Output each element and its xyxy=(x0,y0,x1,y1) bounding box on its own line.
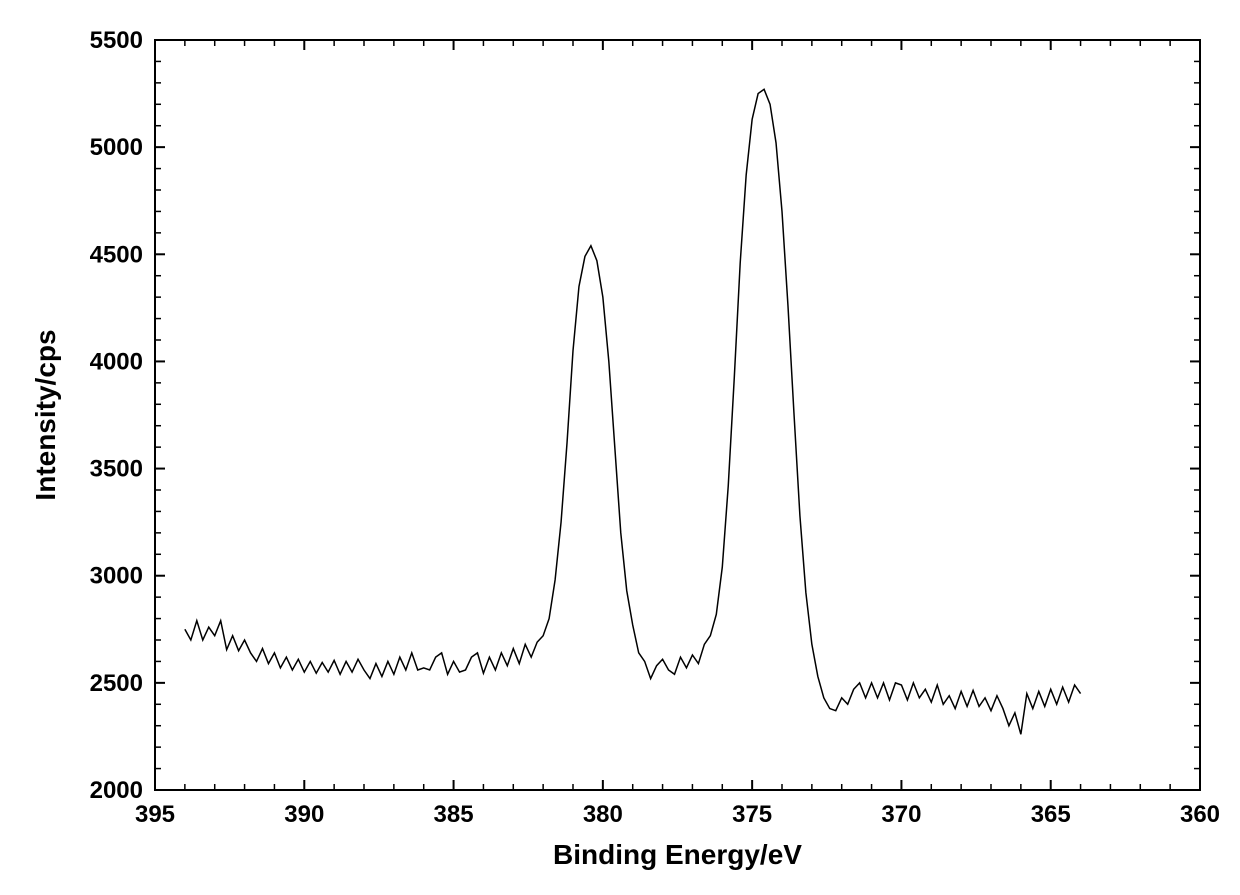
x-tick-label: 375 xyxy=(732,801,772,828)
y-tick-label: 4500 xyxy=(90,241,143,268)
x-tick-label: 390 xyxy=(284,801,324,828)
spectrum-line xyxy=(185,89,1081,734)
y-tick-label: 2500 xyxy=(90,670,143,697)
xps-spectrum-chart: 395 390 385 380 375 370 365 360 Binding Energy/e… xyxy=(0,0,1240,895)
y-tick-label: 2000 xyxy=(90,777,143,804)
x-axis-title: Binding Energy/eV xyxy=(553,839,802,870)
y-axis-title: Intensity/cps xyxy=(30,329,61,500)
y-tick-label: 4000 xyxy=(90,348,143,375)
x-tick-label: 365 xyxy=(1031,801,1071,828)
x-tick-label: 380 xyxy=(583,801,623,828)
x-tick-label: 370 xyxy=(881,801,921,828)
y-tick-label: 3000 xyxy=(90,563,143,590)
x-tick-label: 385 xyxy=(434,801,474,828)
plot-border xyxy=(155,40,1200,790)
y-tick-label: 5500 xyxy=(90,27,143,54)
y-tick-label: 3500 xyxy=(90,456,143,483)
x-tick-label: 395 xyxy=(135,801,175,828)
y-tick-label: 5000 xyxy=(90,134,143,161)
chart-svg: 395 390 385 380 375 370 365 360 Binding Energy/e… xyxy=(0,0,1240,895)
x-tick-label: 360 xyxy=(1180,801,1220,828)
